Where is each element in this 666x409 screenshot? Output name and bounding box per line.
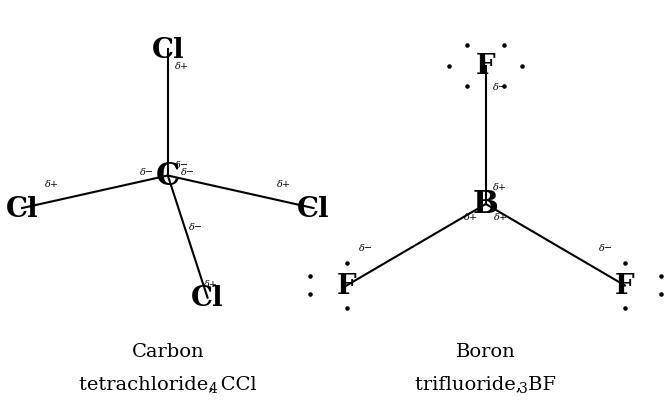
Text: δ−: δ− [599,243,613,252]
Text: δ−: δ− [494,83,507,92]
Text: δ+: δ+ [204,279,218,288]
Text: 4: 4 [208,382,217,396]
Text: Boron: Boron [456,342,515,360]
Text: δ−: δ− [141,167,155,176]
Text: trifluoride, BF: trifluoride, BF [416,374,556,392]
Text: Cl: Cl [151,37,184,64]
Text: Cl: Cl [297,195,330,222]
Text: F: F [476,53,496,80]
Text: δ+: δ+ [45,180,59,189]
Text: δ+: δ+ [175,62,189,70]
Text: δ−: δ− [175,160,189,169]
Text: Cl: Cl [6,195,39,222]
Text: δ+: δ+ [464,212,478,221]
Text: C: C [156,161,180,191]
Text: Carbon: Carbon [131,342,204,360]
Text: δ+: δ+ [494,183,507,192]
Text: Cl: Cl [191,285,224,311]
Text: B: B [473,189,499,220]
Text: tetrachloride, CCl: tetrachloride, CCl [79,374,256,392]
Text: 3: 3 [519,382,528,396]
Text: δ−: δ− [181,167,195,176]
Text: F: F [615,272,635,299]
Text: F: F [337,272,356,299]
Text: δ+: δ+ [276,180,290,189]
Text: δ−: δ− [359,243,373,252]
Text: δ−: δ− [189,222,203,231]
Text: δ+: δ+ [494,212,508,221]
